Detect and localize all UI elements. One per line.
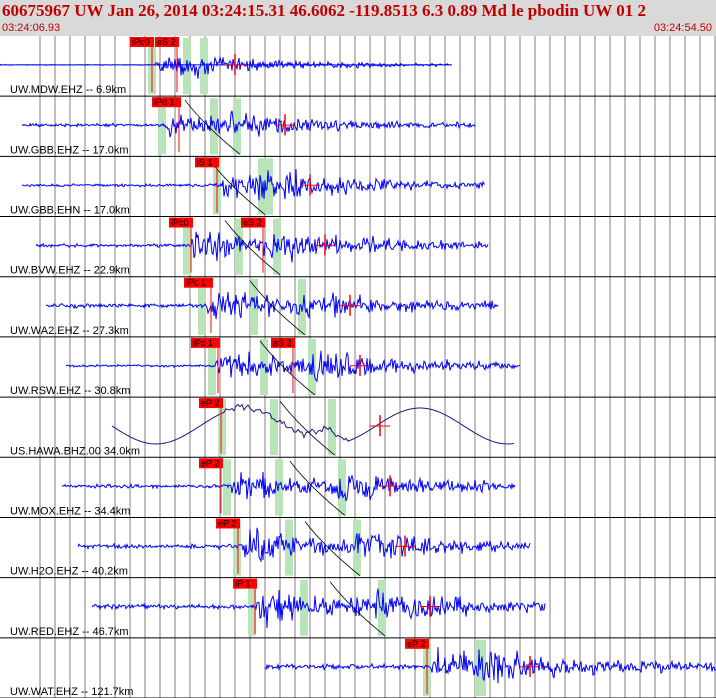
waveform [45, 291, 499, 320]
trace-row: iP 1 UW.RED.EHZ -- 46.7km [0, 578, 716, 639]
pick-label: eS 2 [273, 338, 292, 348]
trace-row: iPc0 eS 2 UW.BVW.EHZ -- 22.9km [0, 217, 716, 278]
pick-window [260, 338, 268, 396]
end-time: 03:24:54.50 [653, 22, 712, 34]
pick-window [353, 519, 361, 576]
pick-window [218, 399, 226, 456]
pick-flag [216, 518, 240, 529]
station-label: UW.GBB.EHZ -- 17.0km [10, 144, 129, 156]
pick-window [285, 519, 293, 576]
pick-flag [152, 97, 181, 108]
pick-label: eP 2 [407, 639, 425, 649]
station-label: US.HAWA.BHZ.00 34.0km [10, 445, 140, 457]
station-label: UW.GBB.EHN -- 17.0km [10, 205, 130, 217]
pick-flag [199, 398, 223, 409]
pick-window [183, 38, 191, 95]
record-title: 60675967 UW Jan 26, 2014 03:24:15.31 46.… [2, 1, 646, 20]
pick-label: eP 2 [201, 458, 219, 468]
pick-window [258, 158, 266, 215]
station-label: UW.BVW.EHZ -- 22.9km [10, 265, 130, 277]
pick-window [478, 639, 486, 696]
pick-window [250, 278, 258, 335]
pick-window [298, 278, 306, 335]
pick-window [328, 399, 336, 456]
pick-flag [130, 37, 154, 47]
waveform [0, 55, 453, 79]
travel-time-curve [289, 461, 346, 516]
waveform [91, 588, 546, 629]
pick-window [338, 459, 346, 516]
station-label: UW.H2O.EHZ -- 40.2km [10, 566, 128, 578]
pick-window [265, 158, 273, 215]
trace-row: iPc 1 UW.WA2.EHZ -- 27.3km [0, 277, 716, 338]
pick-label: iPc0 [132, 37, 150, 47]
trace-row: eP 2 UW.WAT.EHZ -- 121.7km [0, 638, 716, 698]
pick-label: iPc0 [171, 218, 189, 228]
pick-flag [184, 277, 213, 288]
waveform [21, 169, 486, 201]
pick-window [210, 98, 218, 155]
waveform [77, 527, 531, 563]
travel-time-curve [184, 99, 241, 155]
pick-flag [195, 157, 219, 168]
pick-label: iP 1 [235, 579, 250, 589]
pick-flag [405, 638, 429, 649]
travel-time-curve [279, 400, 336, 456]
pick-flag [233, 578, 257, 589]
pick-flag [241, 217, 265, 228]
pick-label: eP 2 [201, 398, 219, 408]
trace-row: iPc 1 eS 2 UW.RSW.EHZ -- 30.8km [0, 337, 716, 398]
pick-flag [191, 337, 220, 348]
pick-flag [155, 37, 179, 47]
trace-row: eP 2 US.HAWA.BHZ.00 34.0km [0, 398, 716, 458]
trace-row: eP 2 UW.MOX.EHZ -- 34.4km [0, 458, 716, 518]
travel-time-curve [224, 220, 281, 276]
pick-flag [271, 337, 295, 348]
station-label: UW.MDW.EHZ -- 6.9km [10, 84, 126, 96]
pick-flag [199, 458, 223, 469]
pick-window [183, 218, 191, 275]
waveform [61, 471, 516, 502]
pick-window [300, 579, 308, 636]
station-label: UW.WA2.EHZ -- 27.3km [10, 325, 129, 337]
pick-window [233, 98, 241, 155]
pick-window [235, 218, 243, 275]
pick-label: iPc 1 [193, 338, 213, 348]
pick-window [270, 399, 278, 456]
pick-label: iPd 1 [154, 97, 175, 107]
waveform [35, 231, 489, 263]
pick-label: iPc 1 [186, 278, 206, 288]
trace-row: iS 1 UW.GBB.EHN -- 17.0km [0, 157, 716, 218]
pick-label: eS 2 [157, 37, 176, 47]
travel-time-curve [259, 340, 316, 396]
waveform [111, 403, 515, 445]
pick-window [223, 459, 231, 516]
station-label: UW.RSW.EHZ -- 30.8km [10, 385, 130, 397]
seismogram-plot[interactable]: iPc0 eS 2 UW.MDW.EHZ -- 6.9km iPd 1 UW.GBB.E… [0, 36, 716, 698]
pick-label: iS 1 [197, 157, 213, 167]
station-label: UW.MOX.EHZ -- 34.4km [10, 505, 130, 517]
station-label: UW.WAT.EHZ -- 121.7km [10, 686, 133, 698]
travel-time-curve [249, 280, 306, 336]
waveform-overlay [111, 404, 515, 445]
travel-time-curve [329, 581, 386, 637]
travel-time-curve [304, 521, 361, 576]
pick-label: eP 2 [218, 518, 236, 528]
waveform [21, 110, 476, 138]
pick-window [158, 98, 166, 155]
pick-flag [169, 217, 193, 228]
station-label: UW.RED.EHZ -- 46.7km [10, 626, 129, 638]
record-header: 60675967 UW Jan 26, 2014 03:24:15.31 46.… [0, 0, 716, 36]
trace-row: iPd 1 UW.GBB.EHZ -- 17.0km [0, 97, 716, 157]
trace-row: eP 2 UW.H2O.EHZ -- 40.2km [0, 518, 716, 579]
trace-row: iPc0 eS 2 UW.MDW.EHZ -- 6.9km [0, 37, 716, 97]
waveform [264, 647, 716, 684]
pick-label: eS 2 [243, 218, 262, 228]
start-time: 03:24:06.93 [2, 22, 61, 34]
